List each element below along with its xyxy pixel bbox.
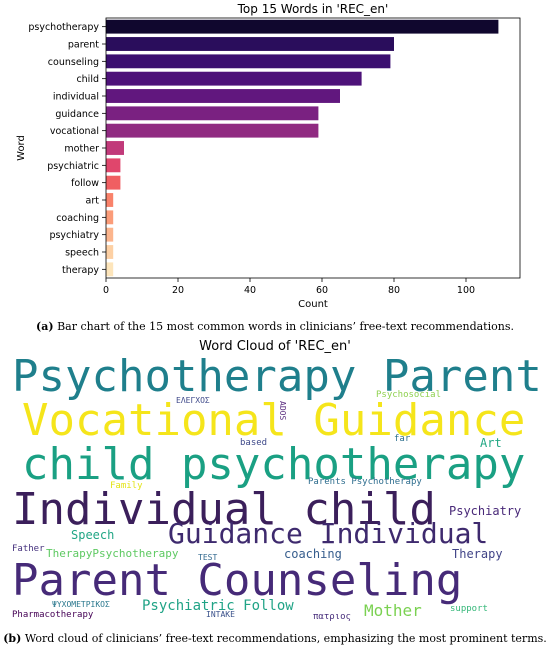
cloud-word: Father — [12, 544, 45, 554]
bar — [106, 175, 121, 190]
cloud-word: Mother — [364, 601, 422, 620]
caption-a-label: (a) — [36, 320, 54, 333]
cloud-word: Parents Psychotherapy — [308, 477, 422, 487]
cloud-word: Psychotherapy Parent — [12, 351, 542, 402]
cloud-word: Guidance Individual — [168, 517, 489, 550]
bar — [106, 141, 124, 155]
chart-title: Top 15 Words in 'REC_en' — [237, 2, 389, 16]
cloud-word: Pharmacotherapy — [12, 610, 94, 620]
x-tick-label: 60 — [316, 285, 328, 296]
cloud-word: far — [394, 434, 411, 444]
caption-a: (a) Bar chart of the 15 most common word… — [0, 320, 550, 333]
x-tick-label: 40 — [244, 285, 256, 296]
caption-b-text: Word cloud of clinicians’ free-text reco… — [21, 632, 547, 645]
bar — [106, 262, 114, 277]
bar — [106, 71, 362, 86]
bar — [106, 54, 391, 69]
y-tick-label: individual — [53, 92, 99, 103]
cloud-word: Psychosocial — [376, 390, 442, 400]
cloud-word: Psychiatric Follow — [142, 598, 294, 614]
y-tick-label: mother — [64, 144, 99, 155]
cloud-word: child psychotherapy — [22, 439, 526, 490]
y-tick-label: parent — [68, 40, 99, 51]
x-tick-label: 80 — [388, 285, 400, 296]
y-tick-label: child — [76, 74, 99, 85]
bar — [106, 193, 114, 207]
y-tick-label: follow — [71, 178, 99, 189]
x-tick-label: 0 — [103, 285, 109, 296]
bar-chart: Top 15 Words in 'REC_en' psychotherapy par… — [16, 2, 521, 310]
x-tick-label: 20 — [172, 285, 184, 296]
y-tick-label: therapy — [62, 265, 99, 276]
cloud-word: TherapyPsychotherapy — [46, 547, 179, 560]
bar — [106, 106, 319, 121]
x-tick-label: 100 — [457, 285, 475, 296]
cloud-word: based — [240, 438, 268, 448]
caption-b-label: (b) — [3, 632, 22, 645]
bar — [106, 89, 340, 103]
y-tick-label: speech — [65, 248, 99, 259]
y-tick-label: psychiatry — [49, 230, 99, 241]
y-tick-label: counseling — [48, 57, 99, 68]
x-axis-label: Count — [298, 299, 328, 310]
bar — [106, 123, 319, 138]
cloud-word: Art — [480, 436, 502, 450]
bar — [106, 245, 114, 259]
cloud-word: INTAKE — [206, 610, 235, 619]
cloud-word: πατριος — [313, 612, 351, 622]
cloud-word: Therapy — [452, 547, 503, 561]
caption-b: (b) Word cloud of clinicians’ free-text … — [0, 632, 550, 645]
caption-a-text: Bar chart of the 15 most common words in… — [53, 320, 514, 333]
cloud-word: ΕΛΕΓΧΟΣ — [176, 396, 210, 405]
cloud-word: ADOS — [278, 401, 287, 421]
y-tick-label: psychiatric — [47, 161, 99, 172]
word-cloud: Psychotherapy Parent Vocational Guidance… — [0, 355, 550, 625]
bar — [106, 19, 499, 34]
plot-frame — [105, 17, 521, 279]
cloud-word: Vocational Guidance — [22, 395, 526, 446]
cloud-word: Individual child — [12, 484, 436, 535]
y-tick-label: psychotherapy — [28, 22, 99, 33]
bar — [106, 158, 121, 173]
cloud-word: Family — [110, 481, 143, 491]
bar — [106, 37, 394, 51]
cloud-word: Parent Counseling — [12, 555, 463, 606]
cloud-word: Speech — [71, 528, 115, 542]
cloud-word: Psychiatry — [449, 504, 522, 518]
cloud-word: coaching — [284, 547, 342, 561]
bar — [106, 210, 114, 225]
cloud-word: ΨΥΧΟΜΕΤΡΙΚΟΣ — [52, 600, 110, 609]
y-axis-label: Word — [16, 135, 27, 161]
y-tick-label: vocational — [50, 126, 99, 137]
y-tick-label: coaching — [56, 213, 99, 224]
y-tick-label: art — [86, 196, 100, 207]
wordcloud-title: Word Cloud of 'REC_en' — [199, 339, 351, 354]
cloud-word: TEST — [198, 553, 218, 562]
cloud-word: support — [450, 604, 488, 614]
bar — [106, 227, 114, 242]
y-tick-label: guidance — [55, 109, 99, 120]
